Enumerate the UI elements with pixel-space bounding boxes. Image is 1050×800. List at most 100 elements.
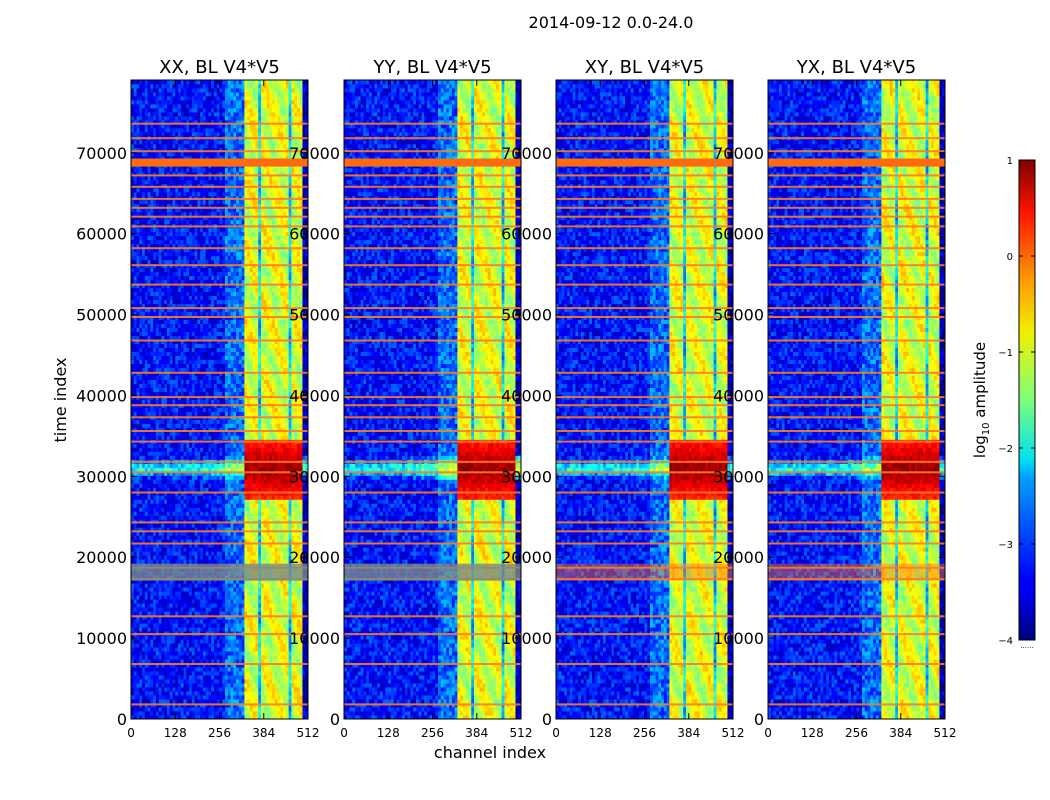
heatmap-cell [189, 683, 192, 687]
heatmap-cell [211, 671, 214, 675]
heatmap-cell [269, 695, 272, 699]
heatmap-cell [258, 679, 261, 683]
heatmap-cell [250, 711, 253, 715]
heatmap-cell [242, 675, 245, 679]
heatmap-cell [286, 675, 289, 679]
heatmap-cell [145, 711, 148, 715]
heatmap-cell [184, 691, 187, 695]
heatmap-cell [222, 679, 225, 683]
heatmap-cell [217, 667, 220, 671]
heatmap-cell [153, 699, 156, 703]
heatmap-cell [175, 707, 178, 711]
heatmap-cell [289, 675, 292, 679]
heatmap-cell [148, 687, 151, 691]
heatmap-cell [297, 679, 300, 683]
heatmap-cell [231, 667, 234, 671]
heatmap-cell [283, 667, 286, 671]
heatmap-cell [239, 695, 242, 699]
heatmap-cell [137, 695, 140, 699]
heatmap-cell [300, 707, 303, 711]
heatmap-cell [214, 691, 217, 695]
heatmap-cell [289, 671, 292, 675]
heatmap-cell [289, 683, 292, 687]
heatmap-cell [228, 691, 231, 695]
heatmap-cell [253, 695, 256, 699]
heatmap-cell [200, 667, 203, 671]
heatmap-cell [148, 699, 151, 703]
heatmap-cell [289, 679, 292, 683]
heatmap-cell [145, 691, 148, 695]
heatmap-cell [258, 687, 261, 691]
heatmap-cell [164, 667, 167, 671]
heatmap-cell [278, 667, 281, 671]
heatmap-cell [164, 695, 167, 699]
heatmap-cell [145, 667, 148, 671]
heatmap-cell [184, 711, 187, 715]
heatmap-cell [159, 691, 162, 695]
heatmap-cell [137, 675, 140, 679]
heatmap-cell [280, 667, 283, 671]
heatmap-cell [294, 687, 297, 691]
heatmap-cell [208, 679, 211, 683]
heatmap-cell [239, 671, 242, 675]
heatmap-cell [291, 695, 294, 699]
heatmap-cell [283, 691, 286, 695]
heatmap-cell [134, 659, 137, 663]
heatmap-cell [170, 687, 173, 691]
heatmap-cell [195, 675, 198, 679]
heatmap-cell [222, 699, 225, 703]
heatmap-cell [283, 687, 286, 691]
heatmap-cell [275, 667, 278, 671]
heatmap-cell [231, 711, 234, 715]
heatmap-cell [145, 695, 148, 699]
heatmap-cell [269, 667, 272, 671]
heatmap-cell [294, 711, 297, 715]
heatmap-cell [291, 711, 294, 715]
heatmap-cell [302, 707, 305, 711]
heatmap-cell [289, 699, 292, 703]
heatmap-cell [161, 691, 164, 695]
heatmap-cell [283, 683, 286, 687]
heatmap-cell [167, 671, 170, 675]
heatmap-cell [244, 711, 247, 715]
heatmap-cell [200, 683, 203, 687]
heatmap-cell [278, 687, 281, 691]
heatmap-cell [289, 687, 292, 691]
heatmap-cell [242, 691, 245, 695]
heatmap-cell [134, 667, 137, 671]
heatmap-cell [255, 667, 258, 671]
heatmap-cell [161, 683, 164, 687]
heatmap-cell [153, 711, 156, 715]
heatmap-cell [150, 687, 153, 691]
heatmap-cell [186, 675, 189, 679]
heatmap-cell [258, 667, 261, 671]
heatmap-cell [236, 687, 239, 691]
heatmap-cell [203, 691, 206, 695]
heatmap-cell [286, 687, 289, 691]
heatmap-cell [228, 667, 231, 671]
heatmap-cell [302, 679, 305, 683]
heatmap-cell [159, 683, 162, 687]
heatmap-cell [159, 679, 162, 683]
heatmap-cell [186, 683, 189, 687]
heatmap-cell [236, 671, 239, 675]
heatmap-cell [253, 691, 256, 695]
heatmap-cell [267, 675, 270, 679]
heatmap-cell [170, 691, 173, 695]
heatmap-cell [145, 675, 148, 679]
heatmap-cell [200, 691, 203, 695]
heatmap-cell [300, 679, 303, 683]
heatmap-cell [250, 683, 253, 687]
heatmap-cell [203, 711, 206, 715]
heatmap-cell [206, 683, 209, 687]
heatmap-cell [189, 675, 192, 679]
heatmap-cell [278, 695, 281, 699]
heatmap-cell [231, 707, 234, 711]
heatmap-cell [244, 679, 247, 683]
heatmap-cell [225, 691, 228, 695]
heatmap-cell [208, 675, 211, 679]
heatmap-cell [275, 711, 278, 715]
heatmap-cell [280, 699, 283, 703]
heatmap-cell [184, 667, 187, 671]
heatmap-cell [222, 667, 225, 671]
